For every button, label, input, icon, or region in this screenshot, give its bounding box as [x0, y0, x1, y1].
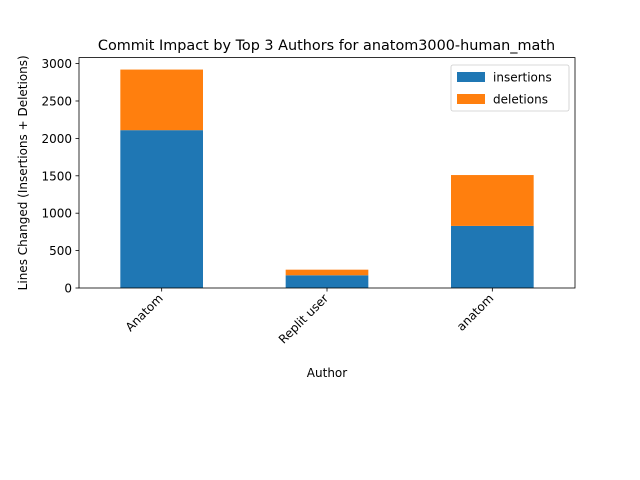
legend-swatch-insertions: [457, 72, 485, 82]
y-tick-label: 1500: [41, 169, 72, 183]
legend-swatch-deletions: [457, 94, 485, 104]
y-axis-label: Lines Changed (Insertions + Deletions): [16, 55, 30, 290]
y-axis: 0 500 1000 1500 2000 2500 3000: [41, 57, 79, 296]
y-tick-label: 0: [64, 282, 72, 296]
y-tick-label: 500: [49, 244, 72, 258]
legend-label-deletions: deletions: [493, 93, 548, 107]
bar-deletions-2: [451, 175, 534, 226]
bar-deletions-1: [285, 269, 369, 276]
bar-insertions-2: [451, 225, 534, 288]
legend: insertions deletions: [450, 64, 570, 112]
plot-area: [120, 69, 534, 288]
y-tick-label: 1000: [41, 207, 72, 221]
legend-label-insertions: insertions: [493, 71, 552, 85]
x-axis-label: Author: [307, 366, 347, 380]
y-tick-label: 2000: [41, 132, 72, 146]
bar-insertions-1: [285, 275, 369, 288]
bar-insertions-0: [120, 130, 203, 288]
bar-deletions-0: [120, 69, 203, 131]
y-tick-label: 2500: [41, 94, 72, 108]
y-tick-label: 3000: [41, 57, 72, 71]
chart-title: Commit Impact by Top 3 Authors for anato…: [98, 38, 555, 54]
